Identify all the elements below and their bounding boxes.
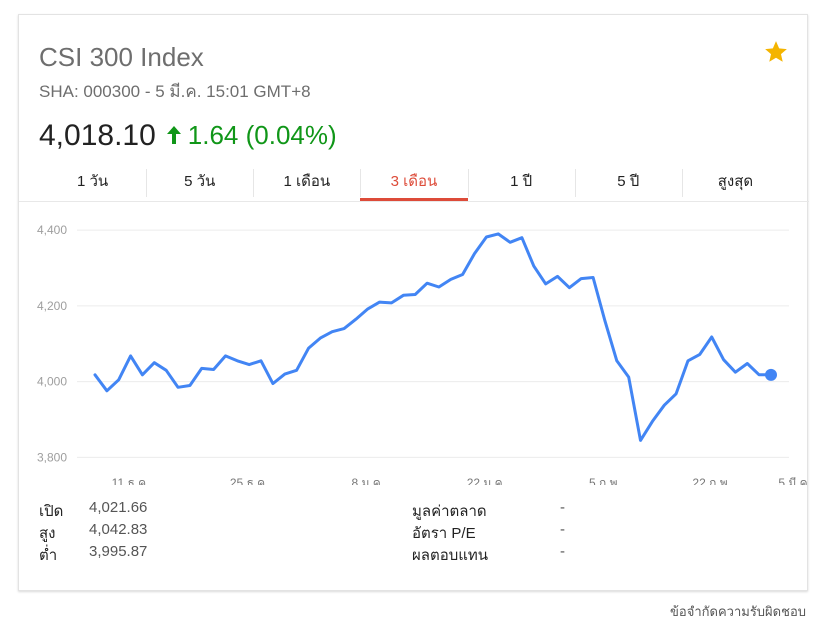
- series-line: [93, 232, 773, 442]
- stat-label: สูง: [39, 525, 56, 542]
- disclaimer-link[interactable]: ข้อจำกัดความรับผิดชอบ: [670, 604, 806, 619]
- stat-open: เปิด 4,021.66: [39, 499, 147, 521]
- tab-3-month[interactable]: 3 เดือน: [360, 165, 468, 201]
- tab-1-year[interactable]: 1 ปี: [467, 165, 575, 201]
- tab-label: 5 วัน: [184, 173, 216, 190]
- stat-label: เปิด: [39, 503, 64, 520]
- stock-subtitle: SHA: 000300 - 5 มี.ค. 15:01 GMT+8: [39, 82, 311, 101]
- tab-max[interactable]: สูงสุด: [681, 165, 789, 201]
- stat-low: ต่ำ 3,995.87: [39, 543, 147, 565]
- y-tick-label: 4,000: [37, 375, 67, 389]
- x-tick-label: 22 ม.ค.: [467, 476, 506, 485]
- tabs-divider: [19, 201, 809, 202]
- stat-value: 4,042.83: [89, 521, 148, 538]
- stat-value: -: [560, 499, 565, 516]
- stat-label: ต่ำ: [39, 547, 58, 564]
- tab-1-month[interactable]: 1 เดือน: [253, 165, 360, 201]
- current-price: 4,018.10: [39, 119, 156, 152]
- stat-value: -: [560, 543, 565, 560]
- y-tick-label: 4,200: [37, 299, 67, 313]
- stat-label: มูลค่าตลาด: [412, 503, 487, 520]
- stat-pe-ratio: อัตรา P/E -: [412, 521, 565, 543]
- y-tick-label: 3,800: [37, 450, 67, 464]
- x-tick-label: 22 ก.พ.: [692, 476, 731, 485]
- stat-market-cap: มูลค่าตลาด -: [412, 499, 565, 521]
- price-change: 1.64 (0.04%): [166, 120, 337, 151]
- stats-left: เปิด 4,021.66 สูง 4,042.83 ต่ำ 3,995.87: [39, 499, 147, 565]
- last-point-marker: [765, 368, 777, 381]
- stat-label: อัตรา P/E: [412, 525, 476, 542]
- stat-value: -: [560, 521, 565, 538]
- tab-5-year[interactable]: 5 ปี: [574, 165, 682, 201]
- tab-label: 1 เดือน: [283, 173, 331, 190]
- stats-right: มูลค่าตลาด - อัตรา P/E - ผลตอบแทน -: [412, 499, 565, 565]
- x-tick-label: 25 ธ.ค.: [230, 476, 269, 485]
- tab-1-day[interactable]: 1 วัน: [39, 165, 146, 201]
- x-tick-label: 8 ม.ค.: [351, 476, 384, 485]
- stat-value: 3,995.87: [89, 543, 148, 560]
- arrow-up-icon: [166, 126, 181, 144]
- stock-title: CSI 300 Index: [39, 42, 204, 72]
- price-chart[interactable]: 4,400 4,200 4,000 3,800 11 ธ.ค. 25 ธ.ค. 8 ม.ค.…: [19, 215, 809, 485]
- y-tick-label: 4,400: [37, 223, 67, 237]
- stat-dividend-yield: ผลตอบแทน -: [412, 543, 565, 565]
- stat-label: ผลตอบแทน: [412, 547, 489, 564]
- star-icon[interactable]: [763, 39, 789, 65]
- x-tick-label: 5 ก.พ.: [589, 476, 621, 485]
- price-row: 4,018.10 1.64 (0.04%): [39, 119, 337, 153]
- tab-label: 5 ปี: [617, 173, 640, 190]
- finance-card: CSI 300 Index SHA: 000300 - 5 มี.ค. 15:0…: [18, 14, 809, 591]
- tab-label: 1 ปี: [510, 173, 533, 190]
- tab-5-day[interactable]: 5 วัน: [146, 165, 253, 201]
- tab-label: 1 วัน: [76, 173, 109, 190]
- stat-value: 4,021.66: [89, 499, 148, 516]
- stat-high: สูง 4,042.83: [39, 521, 147, 543]
- tab-label: 3 เดือน: [390, 173, 438, 190]
- x-tick-label: 5 มี.ค.: [778, 476, 809, 485]
- tab-label: สูงสุด: [717, 173, 754, 190]
- price-change-value: 1.64 (0.04%): [187, 119, 337, 150]
- x-tick-label: 11 ธ.ค.: [112, 476, 150, 485]
- range-tabs: 1 วัน 5 วัน 1 เดือน 3 เดือน 1 ปี 5 ปี สู…: [39, 165, 789, 201]
